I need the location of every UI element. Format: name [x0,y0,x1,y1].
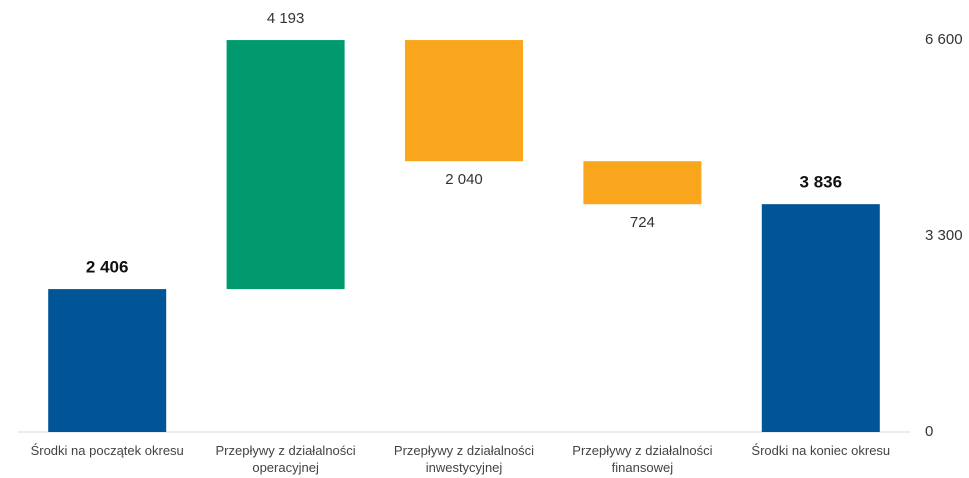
data-label: 2 406 [86,258,129,277]
data-label: 4 193 [267,10,305,27]
bar [405,40,523,162]
bar [226,40,345,290]
bar [48,289,167,432]
data-label: 2 040 [445,171,483,188]
y-tick-label: 0 [925,423,933,440]
x-tick-label: Przepływy z działalności inwestycyjnej [393,443,535,475]
x-tick-label: Środki na początek okresu [30,443,184,458]
x-tick-label: Środki na koniec okresu [751,443,891,458]
y-tick-label: 6 600 [925,31,963,48]
data-label: 3 836 [800,173,843,192]
data-label: 724 [630,214,655,231]
x-tick-label: Przepływy z działalności operacyjnej [215,443,356,475]
x-tick-label: Przepływy z działalności finansowej [572,443,713,475]
bar [583,161,702,205]
bar [761,204,880,432]
y-tick-label: 3 300 [925,227,963,244]
